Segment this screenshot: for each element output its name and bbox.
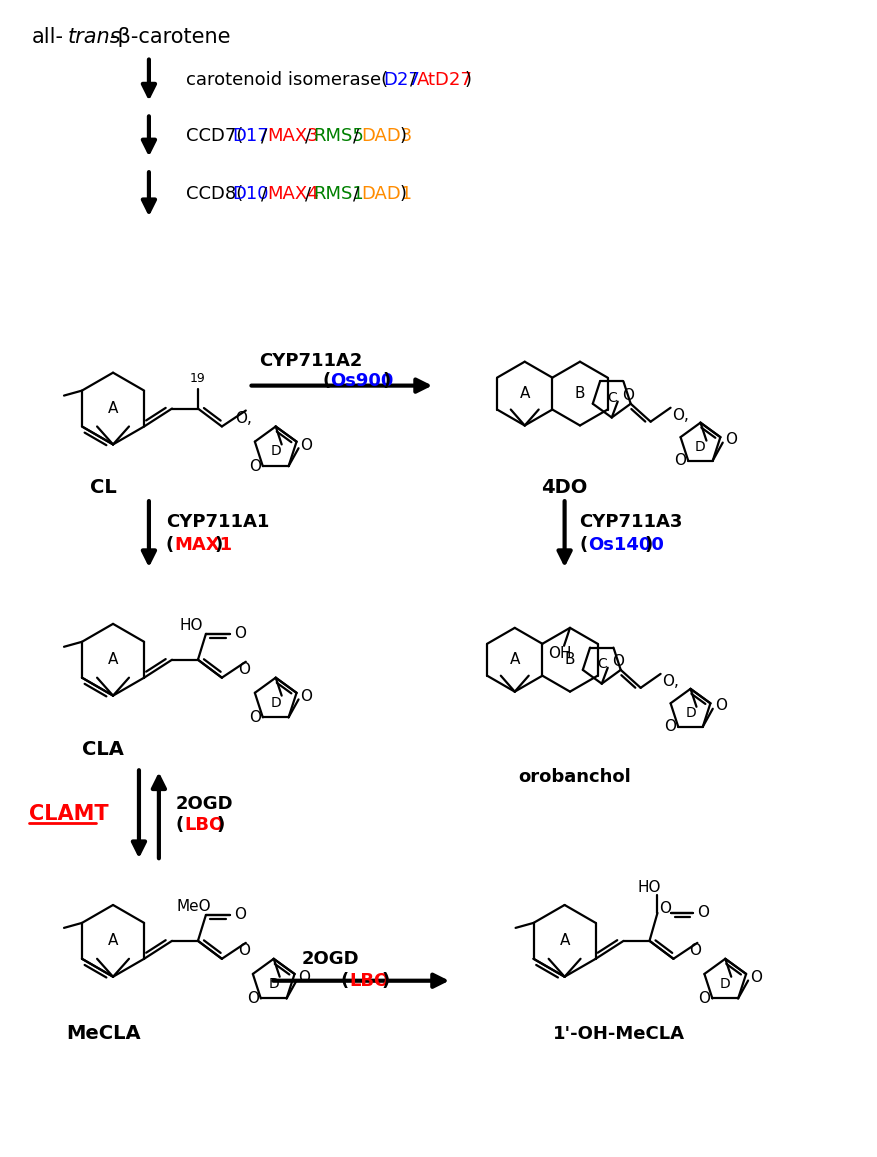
Text: RMS1: RMS1 — [313, 185, 364, 204]
Text: MeO: MeO — [176, 899, 210, 914]
Text: A: A — [560, 934, 570, 949]
Text: /: / — [410, 71, 417, 89]
Text: CLAMT: CLAMT — [29, 804, 109, 824]
Text: O: O — [249, 710, 260, 724]
Text: ): ) — [215, 536, 223, 554]
Text: B: B — [565, 653, 575, 668]
Text: 1'-OH-MeCLA: 1'-OH-MeCLA — [553, 1025, 686, 1042]
Text: carotenoid isomerase⁠(: carotenoid isomerase⁠( — [186, 71, 388, 89]
Text: O,: O, — [235, 411, 253, 426]
Text: AtD27: AtD27 — [417, 71, 473, 89]
Text: CYP711A3: CYP711A3 — [580, 514, 683, 531]
Text: RMS5: RMS5 — [313, 127, 364, 146]
Text: CYP711A2: CYP711A2 — [259, 352, 362, 370]
Text: CCD7(: CCD7( — [186, 127, 243, 146]
Text: O: O — [664, 720, 676, 735]
Text: HO: HO — [180, 618, 203, 633]
Text: O: O — [674, 454, 686, 469]
Text: A: A — [108, 653, 118, 668]
Text: ): ) — [645, 536, 652, 554]
Text: 4DO: 4DO — [541, 478, 588, 496]
Text: /: / — [353, 185, 360, 204]
Text: O: O — [249, 458, 260, 473]
Text: O: O — [298, 970, 310, 985]
Text: CCD8(: CCD8( — [186, 185, 243, 204]
Text: all-: all- — [32, 27, 63, 46]
Text: O,: O, — [663, 675, 680, 690]
Text: /: / — [260, 185, 267, 204]
Text: O: O — [301, 688, 312, 703]
Text: /: / — [260, 127, 267, 146]
Text: O: O — [301, 437, 312, 452]
Text: CLA: CLA — [82, 740, 124, 759]
Text: A: A — [519, 386, 530, 401]
Text: ): ) — [465, 71, 472, 89]
Text: orobanchol: orobanchol — [518, 768, 631, 787]
Text: D: D — [685, 706, 695, 720]
Text: DAD3: DAD3 — [361, 127, 412, 146]
Text: (: ( — [340, 972, 348, 989]
Text: O: O — [689, 943, 702, 958]
Text: 2OGD: 2OGD — [302, 950, 360, 967]
Text: 19: 19 — [190, 373, 206, 385]
Text: O: O — [238, 662, 250, 677]
Text: /: / — [305, 127, 311, 146]
Text: CL: CL — [89, 478, 117, 496]
Text: C: C — [597, 657, 607, 671]
Text: MAX3: MAX3 — [267, 127, 319, 146]
Text: O: O — [246, 990, 259, 1005]
Text: B: B — [574, 386, 585, 401]
Text: A: A — [108, 401, 118, 417]
Text: HO: HO — [638, 879, 661, 894]
Text: ): ) — [217, 816, 225, 834]
Text: ): ) — [399, 127, 406, 146]
Text: MAX4: MAX4 — [267, 185, 319, 204]
Text: D: D — [270, 444, 281, 458]
Text: /: / — [305, 185, 311, 204]
Text: MeCLA: MeCLA — [66, 1024, 140, 1044]
Text: (: ( — [166, 536, 175, 554]
Text: D: D — [270, 695, 281, 709]
Text: D10: D10 — [232, 185, 269, 204]
Text: C: C — [607, 391, 617, 405]
Text: (: ( — [175, 816, 184, 834]
Text: (: ( — [323, 371, 331, 390]
Text: D: D — [268, 977, 279, 990]
Text: LBO: LBO — [185, 816, 225, 834]
Text: O: O — [622, 388, 634, 403]
Text: O,: O, — [673, 408, 689, 423]
Text: O: O — [715, 699, 727, 713]
Text: MAX1: MAX1 — [175, 536, 233, 554]
Text: A: A — [108, 934, 118, 949]
Text: LBO: LBO — [349, 972, 389, 989]
Text: D27: D27 — [383, 71, 420, 89]
Text: Os1400: Os1400 — [588, 536, 665, 554]
Text: O: O — [697, 906, 709, 921]
Text: O: O — [724, 432, 737, 447]
Text: D: D — [720, 977, 731, 990]
Text: CYP711A1: CYP711A1 — [166, 514, 269, 531]
Text: D17: D17 — [232, 127, 269, 146]
Text: trans: trans — [68, 27, 121, 46]
Text: O: O — [660, 901, 672, 916]
Text: ): ) — [382, 371, 390, 390]
Text: ): ) — [399, 185, 406, 204]
Text: Os900: Os900 — [331, 371, 394, 390]
Text: O: O — [750, 970, 762, 985]
Text: (: ( — [580, 536, 588, 554]
Text: -β-carotene: -β-carotene — [110, 27, 231, 46]
Text: /: / — [353, 127, 360, 146]
Text: DAD1: DAD1 — [361, 185, 412, 204]
Text: ): ) — [381, 972, 389, 989]
Text: A: A — [510, 653, 520, 668]
Text: O: O — [234, 907, 246, 922]
Text: O: O — [234, 626, 246, 641]
Text: D: D — [695, 440, 706, 454]
Text: O: O — [698, 990, 710, 1005]
Text: OH: OH — [548, 647, 572, 662]
Text: O: O — [612, 654, 624, 669]
Text: O: O — [238, 943, 250, 958]
Text: 2OGD: 2OGD — [175, 795, 233, 813]
